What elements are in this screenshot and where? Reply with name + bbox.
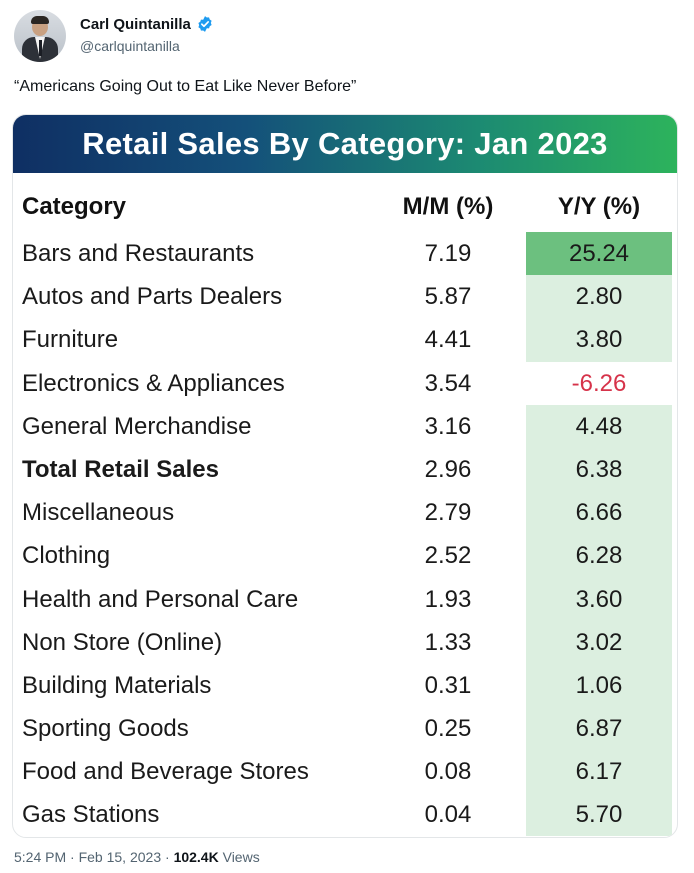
table-row: Clothing 2.52 6.28 (13, 534, 677, 577)
column-header-mm: M/M (%) (402, 193, 494, 220)
yy-cell: 25.24 (526, 232, 672, 276)
category-cell: Total Retail Sales (22, 455, 219, 483)
table-row: Food and Beverage Stores 0.08 6.17 (13, 750, 677, 793)
mm-cell: 1.33 (424, 628, 472, 656)
category-cell: General Merchandise (22, 412, 252, 440)
category-cell: Sporting Goods (22, 715, 189, 743)
tweet-image[interactable]: Retail Sales By Category: Jan 2023 Categ… (12, 114, 678, 838)
category-cell: Gas Stations (22, 801, 160, 829)
tweet-meta: 5:24 PM · Feb 15, 2023 · 102.4K Views (14, 849, 260, 865)
category-cell: Electronics & Appliances (22, 369, 285, 397)
yy-cell: 1.06 (575, 671, 623, 699)
table-row: Bars and Restaurants 7.19 25.24 (13, 232, 677, 276)
category-cell: Bars and Restaurants (22, 240, 255, 267)
image-title-banner: Retail Sales By Category: Jan 2023 (13, 115, 677, 173)
category-cell: Clothing (22, 542, 111, 570)
mm-cell: 2.96 (424, 455, 472, 483)
yy-cell: 6.38 (575, 455, 623, 483)
table-row: Autos and Parts Dealers 5.87 2.80 (13, 275, 677, 318)
mm-cell: 2.79 (424, 499, 472, 527)
category-cell: Autos and Parts Dealers (22, 283, 283, 311)
table-row-total: Total Retail Sales 2.96 6.38 (13, 448, 677, 491)
table-row: Sporting Goods 0.25 6.87 (13, 707, 677, 750)
meta-separator: · (165, 849, 174, 865)
yy-cell: 6.87 (575, 715, 623, 743)
yy-cell-negative: -6.26 (526, 361, 672, 405)
mm-cell: 3.54 (424, 369, 472, 397)
mm-cell: 3.16 (424, 412, 472, 440)
column-header-category: Category (22, 193, 127, 220)
category-cell: Food and Beverage Stores (22, 758, 309, 786)
mm-cell: 2.52 (424, 542, 472, 570)
tweet-header: Carl Quintanilla @carlquintanilla (14, 10, 674, 70)
table-row: General Merchandise 3.16 4.48 (13, 405, 677, 448)
yy-cell: 3.60 (575, 585, 623, 613)
yy-cell: 6.17 (575, 758, 623, 786)
tweet-time[interactable]: 5:24 PM (14, 849, 67, 865)
mm-cell: 0.31 (424, 671, 472, 699)
mm-cell: 0.04 (424, 801, 472, 829)
yy-cell: 2.80 (575, 283, 623, 311)
mm-cell: 5.87 (424, 283, 472, 311)
tweet-text: “Americans Going Out to Eat Like Never B… (14, 78, 357, 95)
yy-cell: 3.02 (575, 628, 623, 656)
author-handle[interactable]: @carlquintanilla (80, 38, 180, 54)
category-cell: Furniture (22, 326, 119, 354)
avatar[interactable] (14, 10, 66, 62)
meta-separator: · (70, 849, 79, 865)
table-row: Gas Stations 0.04 5.70 (13, 793, 677, 836)
yy-cell: 5.70 (575, 801, 623, 829)
yy-cell: 6.66 (575, 499, 623, 527)
verified-badge-icon (198, 16, 212, 32)
views-label: Views (222, 849, 260, 865)
mm-cell: 1.93 (424, 585, 472, 613)
author-name-row: Carl Quintanilla (80, 15, 214, 33)
views-count: 102.4K (173, 849, 219, 865)
mm-cell: 4.41 (424, 326, 472, 354)
yy-cell: 6.28 (575, 542, 623, 570)
author-display-name[interactable]: Carl Quintanilla (80, 15, 191, 33)
table-row: Health and Personal Care 1.93 3.60 (13, 578, 677, 621)
category-cell: Miscellaneous (22, 499, 175, 527)
column-header-yy: Y/Y (%) (557, 193, 641, 220)
table-body: Bars and Restaurants 7.19 25.24 Autos an… (13, 232, 677, 837)
table-row: Furniture 4.41 3.80 (13, 318, 677, 361)
yy-cell: 3.80 (575, 326, 623, 354)
table-row: Electronics & Appliances 3.54 -6.26 (13, 361, 677, 405)
mm-cell: 0.08 (424, 758, 472, 786)
mm-cell: 0.25 (424, 715, 472, 743)
category-cell: Non Store (Online) (22, 628, 223, 656)
tweet-date[interactable]: Feb 15, 2023 (78, 849, 162, 865)
table-row: Non Store (Online) 1.33 3.02 (13, 621, 677, 664)
yy-cell: 4.48 (575, 412, 623, 440)
category-cell: Health and Personal Care (22, 585, 299, 613)
mm-cell: 7.19 (424, 240, 472, 267)
yy-column-background (526, 232, 672, 836)
table-row: Building Materials 0.31 1.06 (13, 664, 677, 707)
category-cell: Building Materials (22, 671, 212, 699)
image-title: Retail Sales By Category: Jan 2023 (82, 126, 608, 161)
table-row: Miscellaneous 2.79 6.66 (13, 491, 677, 534)
